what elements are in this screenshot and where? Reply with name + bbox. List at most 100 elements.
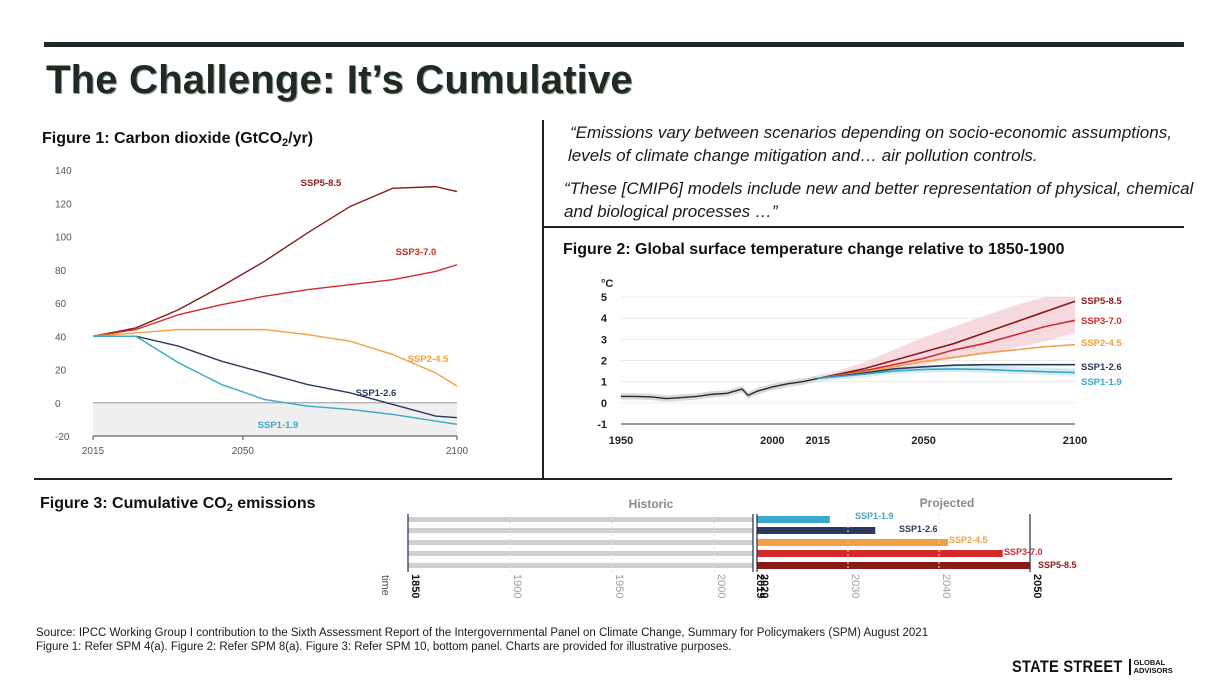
historic-line	[621, 377, 818, 400]
series-line-ssp2-4-5	[92, 328, 458, 387]
y-tick-label: 60	[55, 299, 67, 310]
x-tick-label: 2015	[805, 435, 829, 447]
co2-emissions-chart: 140 120 100 80 60 40 20 0 -20 2015 2050 2100 SSP5-8.…	[55, 166, 469, 457]
figure2-title: Figure 2: Global surface temperature cha…	[563, 241, 1065, 258]
y-axis-unit: °C	[601, 278, 613, 290]
historic-bar	[408, 551, 753, 556]
figure1-title-subscript: 2	[282, 137, 289, 149]
y-tick-label: 140	[55, 166, 72, 177]
y-tick-label: 40	[55, 332, 67, 343]
y-tick-label: -20	[55, 432, 70, 443]
x-tick-label: 2050	[232, 446, 255, 457]
below-zero-band	[93, 402, 457, 436]
time-tick-label: 1900	[511, 574, 523, 598]
time-tick-label: 2050	[1031, 574, 1043, 598]
time-tick-label: 1950	[613, 574, 625, 598]
horizontal-divider-middle	[544, 226, 1184, 228]
source-line-1: Source: IPCC Working Group I contributio…	[36, 627, 929, 639]
series-label-ssp1-1-9: SSP1-1.9	[1081, 377, 1122, 388]
y-tick-label: 100	[55, 233, 72, 244]
series-line-ssp3-7-0	[817, 319, 1076, 380]
bar-label-ssp1-1-9: SSP1-1.9	[855, 511, 894, 521]
series-line-ssp1-2-6	[93, 335, 458, 419]
x-tick-label: 2100	[446, 446, 469, 457]
figure1-title-unit: /yr)	[288, 130, 314, 147]
logo-subtitle-line1: GLOBAL	[1133, 658, 1166, 667]
vertical-divider	[542, 120, 544, 478]
historic-band	[621, 375, 818, 402]
y-tick-label: 120	[55, 199, 72, 210]
time-tick-label: 2019	[754, 574, 766, 598]
figure1-title: Figure 1: Carbon dioxide (GtCO2/yr)	[42, 130, 313, 149]
historic-bar	[408, 528, 753, 533]
slide-title: The Challenge: It’s Cumulative	[46, 58, 633, 102]
series-line-ssp1-1-9	[93, 335, 458, 426]
cumulative-emissions-chart: Historic Projected SSP1-1.9 SSP1-2.6 SSP2-4.…	[379, 496, 1077, 598]
time-axis-label: time	[379, 575, 391, 596]
y-tick-label: 2	[601, 356, 607, 368]
temperature-change-chart: 5 4 3 2 1 0 -1 °C 1950 2000 2015 2050 2100 SSP5-8.5 SS…	[597, 278, 1122, 447]
x-tick-label: 2050	[911, 435, 935, 447]
y-tick-label: 1	[601, 377, 607, 389]
y-tick-label: 20	[55, 366, 67, 377]
bar-label-ssp5-8-5: SSP5-8.5	[1038, 560, 1077, 570]
y-tick-label: 5	[601, 292, 607, 304]
y-tick-label: 0	[601, 398, 607, 410]
logo-subtitle-line2: ADVISORS	[1133, 666, 1173, 675]
logo-subtitle: GLOBAL ADVISORS	[1128, 658, 1173, 675]
uncertainty-band	[817, 297, 1075, 380]
figure3-title: Figure 3: Cumulative CO2 emissions	[40, 495, 316, 514]
series-label-ssp2-4-5: SSP2-4.5	[408, 354, 449, 365]
top-rule	[44, 42, 1184, 47]
time-tick-label: 1850	[409, 574, 421, 598]
section-label-historic: Historic	[629, 497, 674, 511]
state-street-logo: STATE STREET GLOBAL ADVISORS	[1012, 657, 1173, 677]
source-note: Source: IPCC Working Group I contributio…	[36, 626, 928, 654]
series-label-ssp1-2-6: SSP1-2.6	[1081, 362, 1122, 373]
y-tick-label: 3	[601, 334, 607, 346]
series-line-ssp5-8-5	[92, 185, 458, 337]
horizontal-divider-lower	[34, 478, 1172, 480]
quote-cmip6: “These [CMIP6] models include new and be…	[564, 179, 1194, 221]
series-line-ssp1-1-9	[817, 368, 1076, 380]
figure1-title-main: Figure 1: Carbon dioxide (GtCO	[42, 130, 283, 147]
bar-label-ssp2-4-5: SSP2-4.5	[949, 535, 988, 545]
y-tick-label: 4	[601, 313, 608, 325]
quote-emissions: “Emissions vary between scenarios depend…	[568, 123, 1172, 165]
time-tick-label: 2000	[715, 574, 727, 598]
series-label-ssp2-4-5: SSP2-4.5	[1081, 338, 1122, 349]
historic-bar	[408, 517, 753, 522]
time-tick-label: 2030	[849, 574, 861, 598]
bar-label-ssp1-2-6: SSP1-2.6	[899, 524, 938, 534]
y-tick-label: 0	[55, 399, 61, 410]
series-line-ssp5-8-5	[817, 300, 1076, 380]
projected-bar-ssp1-1-9	[757, 516, 830, 523]
projected-bar-ssp5-8-5	[757, 562, 1030, 569]
y-tick-label: 80	[55, 266, 67, 277]
series-label-ssp5-8-5: SSP5-8.5	[1081, 296, 1122, 307]
series-label-ssp3-7-0: SSP3-7.0	[396, 247, 437, 258]
x-tick-label: 2000	[760, 435, 784, 447]
x-tick-label: 2100	[1063, 435, 1087, 447]
series-label-ssp5-8-5: SSP5-8.5	[301, 178, 342, 189]
figure3-title-rest: emissions	[232, 495, 316, 512]
source-line-2: Figure 1: Refer SPM 4(a). Figure 2: Refe…	[36, 641, 732, 653]
series-line-ssp2-4-5	[817, 343, 1076, 380]
series-label-ssp1-2-6: SSP1-2.6	[356, 388, 397, 399]
historic-bar	[408, 540, 753, 545]
projected-bar-ssp2-4-5	[757, 539, 949, 546]
series-line-ssp1-2-6	[817, 363, 1075, 380]
y-tick-label: -1	[597, 419, 607, 431]
series-line-ssp3-7-0	[92, 264, 458, 337]
logo-wordmark: STATE STREET	[1012, 657, 1123, 676]
time-tick-label: 2040	[940, 574, 952, 598]
section-label-projected: Projected	[920, 496, 975, 510]
x-tick-label: 1950	[609, 435, 633, 447]
projected-bar-ssp3-7-0	[757, 550, 1003, 557]
x-tick-label: 2015	[82, 446, 105, 457]
series-label-ssp1-1-9: SSP1-1.9	[258, 420, 299, 431]
bar-label-ssp3-7-0: SSP3-7.0	[1004, 547, 1043, 557]
series-label-ssp3-7-0: SSP3-7.0	[1081, 316, 1122, 327]
figure3-title-main: Figure 3: Cumulative CO	[40, 495, 227, 512]
figure3-title-subscript: 2	[226, 502, 233, 514]
